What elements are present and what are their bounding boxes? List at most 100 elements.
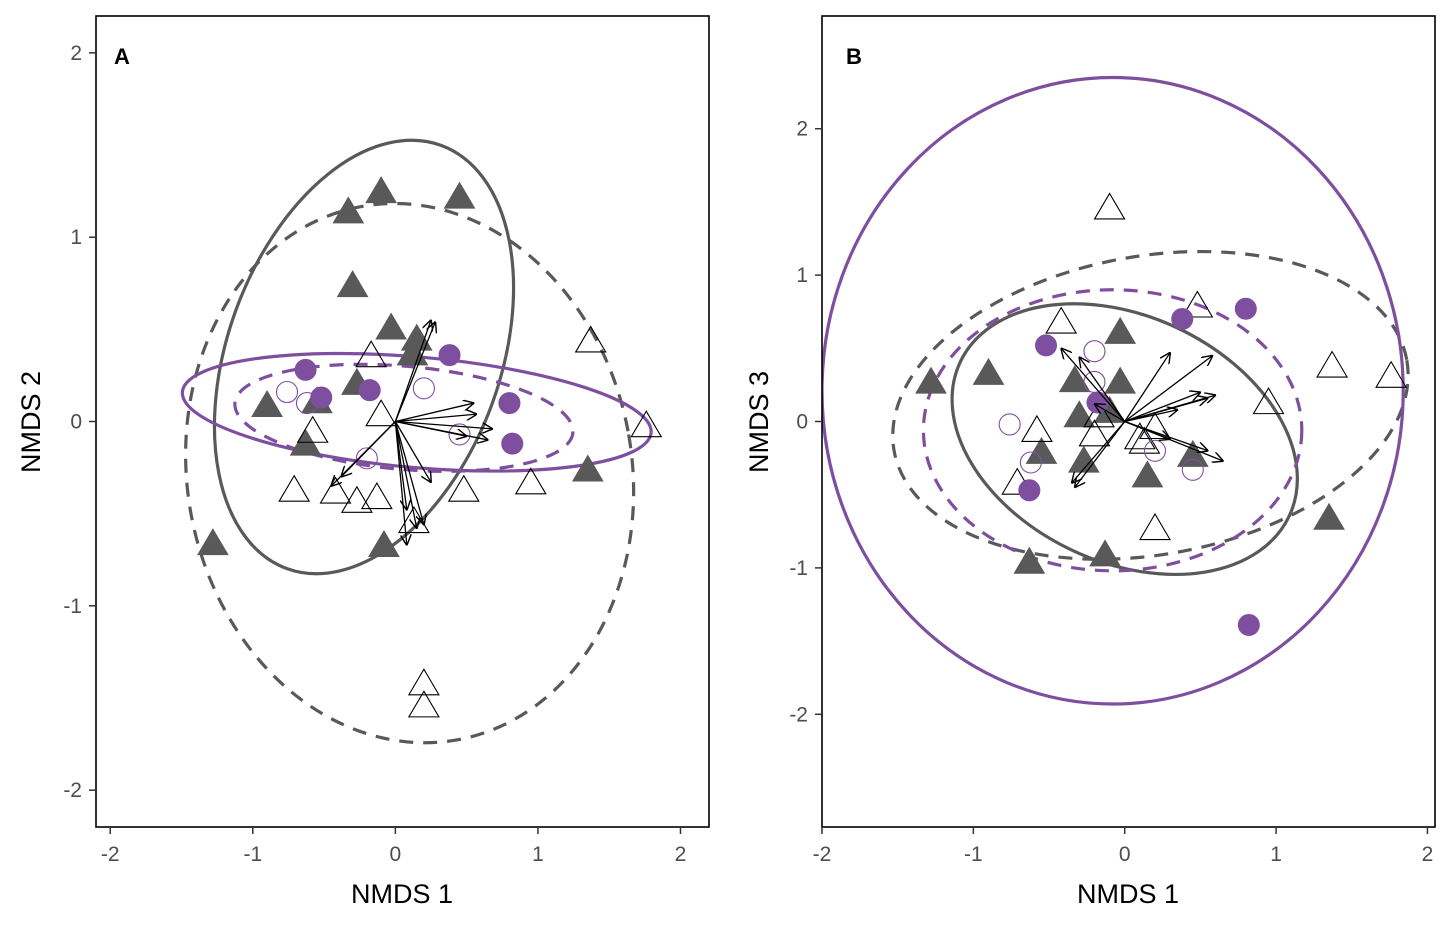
vector-arrow <box>1075 421 1126 488</box>
vector-arrow <box>1061 348 1126 422</box>
open-triangle-point <box>407 690 440 718</box>
vector-arrow <box>394 320 431 422</box>
open-triangle-point <box>1123 422 1156 450</box>
filled-triangle-point <box>1058 365 1091 393</box>
filled-circle-point <box>1237 613 1260 636</box>
x-tick-label: -2 <box>813 843 832 866</box>
x-tick-label: 0 <box>390 843 402 866</box>
vector-arrow <box>395 420 492 429</box>
x-tick-label: 1 <box>1270 843 1282 866</box>
open-triangle-point <box>1083 400 1115 428</box>
filled-triangle-point <box>571 454 604 482</box>
open-triangle-point <box>296 415 329 443</box>
open-triangle-point <box>574 325 607 353</box>
open-triangle-point <box>365 399 398 427</box>
y-tick-label: -2 <box>63 779 82 802</box>
x-tick-label: 2 <box>675 843 687 866</box>
open-circle-point <box>1019 451 1042 474</box>
filled-circle-point <box>501 432 524 455</box>
vector-arrow <box>1124 353 1170 422</box>
filled-circle-point <box>1171 308 1194 331</box>
open-triangle-point <box>630 410 663 438</box>
vector-arrow <box>394 421 416 529</box>
open-triangle-point <box>1252 387 1285 415</box>
filled-circle-point <box>310 386 333 409</box>
filled-triangle-point <box>1104 366 1137 394</box>
open-circle-point <box>1143 439 1167 462</box>
panel-b: B NMDS 1 NMDS 3 -2 -1 0 1 2 -2 -1 0 1 2 <box>744 15 1436 909</box>
open-circle-point <box>1083 370 1106 394</box>
y-tick-label: 2 <box>70 42 82 65</box>
open-triangle-point <box>447 474 480 502</box>
open-triangle-point <box>1316 350 1349 378</box>
open-triangle-point <box>1020 414 1053 442</box>
panel-a-tag: A <box>114 44 130 69</box>
vector-arrow <box>395 420 466 437</box>
filled-circle-point <box>438 344 461 367</box>
vector-arrow <box>394 322 435 422</box>
filled-circle-point <box>498 392 521 415</box>
open-triangle-point <box>1139 512 1171 541</box>
filled-triangle-point <box>443 181 476 209</box>
filled-triangle-point <box>1063 400 1096 428</box>
vector-arrow <box>1079 357 1126 422</box>
open-triangle-point <box>319 476 352 504</box>
plot-area <box>822 75 1410 706</box>
open-triangle-point <box>360 482 393 510</box>
filled-triangle-point <box>1313 502 1345 530</box>
filled-triangle-point <box>365 176 397 204</box>
open-triangle-point <box>1375 360 1408 388</box>
vector-arrow <box>1124 356 1213 423</box>
filled-triangle-point <box>197 528 229 556</box>
open-circle-point <box>295 392 319 415</box>
x-tick-label: 2 <box>1422 843 1434 866</box>
open-triangle-point <box>1078 419 1111 447</box>
open-triangle-point <box>340 485 373 513</box>
y-tick-label: 1 <box>796 264 808 287</box>
vector-arrow <box>394 421 431 483</box>
vector-arrow <box>1072 421 1126 483</box>
panel-a-x-axis-title: NMDS 1 <box>351 879 453 909</box>
panel-a: A NMDS 1 NMDS 2 -2 -1 0 1 2 -2 -1 0 1 2 <box>16 15 710 909</box>
filled-circle-point <box>358 379 381 402</box>
vector-arrow <box>1124 392 1201 423</box>
filled-triangle-point <box>1131 460 1164 488</box>
open-triangle-point <box>514 467 547 495</box>
x-tick-label: -1 <box>964 843 983 866</box>
open-circle-point <box>355 447 378 470</box>
panel-b-y-axis-title: NMDS 3 <box>744 371 774 473</box>
x-tick-label: 1 <box>532 843 544 866</box>
ellipse-gray-dashed <box>184 201 636 745</box>
filled-circle-point <box>1234 297 1257 320</box>
panel-b-tag: B <box>846 44 862 69</box>
open-triangle-point <box>1181 290 1214 318</box>
filled-circle-point <box>1035 334 1058 357</box>
vector-arrow <box>394 421 406 545</box>
plot-area <box>180 138 663 745</box>
y-tick-label: 0 <box>70 411 82 434</box>
y-tick-label: -1 <box>63 595 82 618</box>
filled-triangle-point <box>336 270 369 298</box>
open-triangle-point <box>278 474 311 502</box>
filled-triangle-point <box>972 357 1005 385</box>
y-tick-label: -2 <box>789 703 808 726</box>
vector-arrow <box>395 403 473 423</box>
ellipse-purple-dashed <box>921 288 1304 573</box>
open-circle-point <box>448 423 471 446</box>
y-tick-label: 1 <box>70 226 82 249</box>
y-tick-label: 0 <box>796 411 808 434</box>
vector-arrow <box>1124 420 1208 451</box>
filled-triangle-point <box>332 196 365 224</box>
vector-arrow <box>341 421 396 477</box>
open-triangle-point <box>407 668 440 696</box>
filled-triangle-point <box>1013 546 1046 574</box>
filled-triangle-point <box>251 389 283 417</box>
filled-circle-point <box>294 358 317 381</box>
filled-triangle-point <box>1104 316 1137 344</box>
vector-arrow <box>1124 420 1223 462</box>
x-tick-label: -2 <box>101 843 120 866</box>
vector-arrow <box>395 414 476 423</box>
filled-triangle-point <box>1089 539 1121 567</box>
filled-triangle-point <box>1176 439 1209 467</box>
filled-triangle-point <box>915 366 947 394</box>
